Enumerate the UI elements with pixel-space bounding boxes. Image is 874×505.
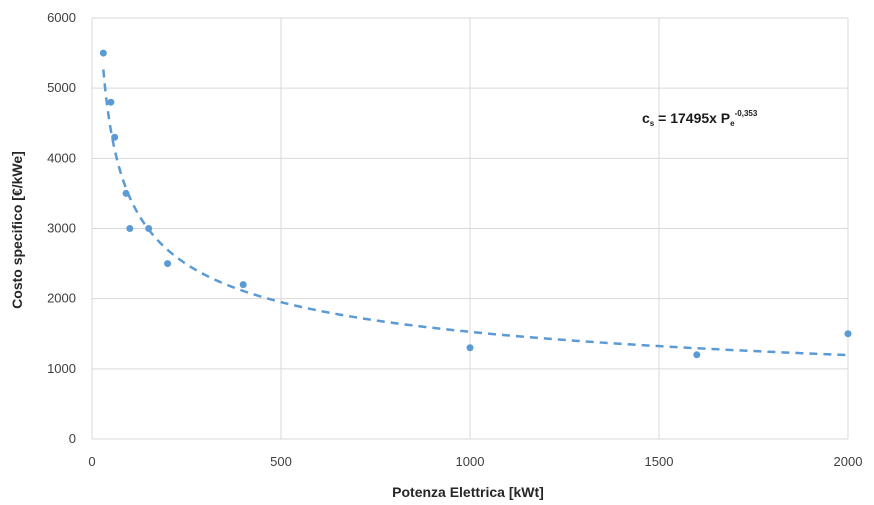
x-tick-label: 1000 (456, 454, 485, 469)
x-axis-title: Potenza Elettrica [kWt] (392, 484, 544, 500)
equation-p-subscript: e (730, 119, 735, 128)
trendline-equation: cs = 17495x Pe-0,353 (642, 109, 758, 128)
x-tick-label: 1500 (645, 454, 674, 469)
y-tick-label: 0 (69, 431, 76, 446)
data-point (107, 98, 115, 106)
y-tick-label: 6000 (47, 10, 76, 25)
equation-body: = 17495x P (654, 110, 730, 126)
y-axis-title: Costo specifico [€/kWe] (9, 151, 25, 309)
data-point (844, 330, 852, 338)
y-tick-label: 2000 (47, 291, 76, 306)
data-point (164, 260, 172, 268)
y-tick-label: 4000 (47, 150, 76, 165)
y-tick-label: 3000 (47, 221, 76, 236)
x-tick-label: 0 (88, 454, 95, 469)
data-point (126, 225, 134, 232)
y-tick-labels: 0 1000 2000 3000 4000 5000 6000 (47, 10, 76, 446)
y-tick-label: 1000 (47, 361, 76, 376)
data-point (239, 281, 247, 289)
data-point (466, 344, 474, 352)
data-point (145, 225, 153, 232)
x-tick-labels: 0 500 1000 1500 2000 (88, 454, 862, 469)
equation-exponent: -0,353 (735, 109, 758, 118)
data-point (693, 351, 701, 359)
y-tick-label: 5000 (47, 80, 76, 95)
data-point (99, 49, 107, 57)
equation-lhs-subscript: s (650, 119, 655, 128)
data-points (99, 49, 852, 359)
grid-lines (91, 17, 849, 440)
data-point (111, 133, 119, 141)
x-tick-label: 2000 (834, 454, 863, 469)
equation-lhs: c (642, 110, 650, 126)
trendline (102, 69, 849, 357)
x-tick-label: 500 (270, 454, 292, 469)
data-point (122, 189, 130, 197)
